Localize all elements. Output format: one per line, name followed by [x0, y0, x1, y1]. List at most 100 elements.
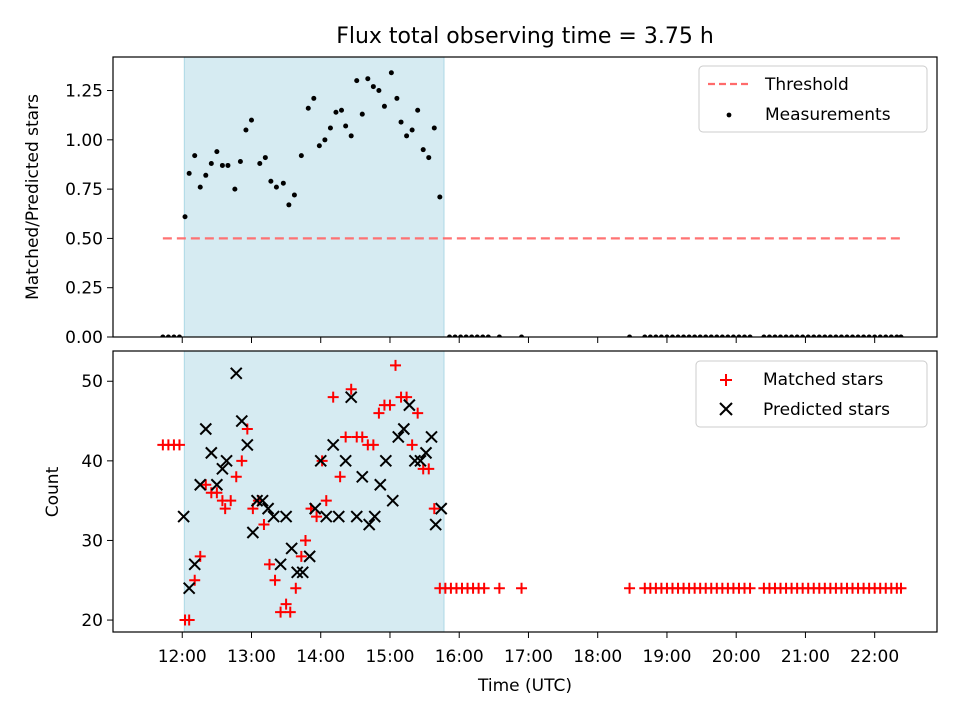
measurement-point: [855, 334, 861, 337]
predicted-star-point: [241, 438, 254, 452]
xtick-label: 16:00: [435, 647, 484, 667]
measurement-point: [898, 334, 904, 337]
top-observing-window: [183, 57, 445, 337]
bottom-ytick-label: 30: [81, 531, 103, 551]
predicted-star-point: [182, 582, 196, 595]
measurement-point: [894, 334, 900, 337]
measurement-point: [359, 111, 365, 117]
predicted-star-point: [220, 454, 233, 468]
xtick-label: 15:00: [365, 647, 414, 667]
measurement-point: [291, 192, 297, 198]
xtick-label: 22:00: [850, 647, 899, 667]
measurement-point: [339, 107, 345, 113]
top-panel: Flux total observing time = 3.75 h Match…: [23, 24, 938, 348]
predicted-star-point: [285, 542, 298, 555]
measurement-point: [816, 334, 822, 337]
predicted-star-point: [296, 566, 309, 579]
matched-star-point: [384, 399, 396, 411]
predicted-star-point: [199, 422, 212, 436]
top-ylabel: Matched/Predicted stars: [23, 94, 43, 300]
measurement-point: [485, 334, 491, 337]
matched-star-point: [183, 614, 195, 626]
measurement-point: [742, 334, 748, 337]
measurement-point: [658, 334, 664, 337]
matched-star-point: [236, 455, 248, 467]
predicted-star-point: [374, 478, 387, 491]
matched-star-point: [230, 471, 242, 483]
xtick-label: 21:00: [781, 647, 830, 667]
predicted-star-point: [308, 502, 322, 515]
matched-star-point: [219, 503, 231, 515]
measurement-point: [237, 159, 243, 165]
measurement-point: [794, 334, 800, 337]
measurement-point: [833, 334, 839, 337]
bottom-panel: Count Time (UTC) 20 30 40 50 12:00 13:00 14:00…: [43, 350, 938, 696]
legend-matched-label: Matched stars: [763, 370, 883, 390]
matched-star-point: [225, 495, 237, 507]
matched-star-point: [478, 582, 490, 594]
predicted-star-point: [332, 510, 345, 523]
measurement-point: [280, 180, 286, 186]
measurement-point: [452, 334, 458, 337]
xtick-label: 14:00: [296, 647, 345, 667]
measurement-point: [232, 186, 238, 192]
predicted-star-point: [235, 414, 249, 428]
top-ytick-label: 0.00: [65, 328, 103, 348]
measurement-point: [381, 103, 387, 109]
matched-star-point: [290, 582, 302, 594]
measurement-point: [850, 334, 856, 337]
xtick-label: 20:00: [712, 647, 761, 667]
measurement-point: [714, 334, 720, 337]
measurement-point: [766, 334, 772, 337]
xtick-label: 12:00: [158, 647, 207, 667]
measurement-point: [273, 184, 279, 190]
measurement-point: [647, 334, 653, 337]
measurement-point: [789, 334, 795, 337]
top-legend: Threshold Measurements: [698, 65, 928, 133]
measurement-point: [248, 117, 254, 123]
measurement-point: [719, 334, 725, 337]
measurement-point: [463, 334, 469, 337]
predicted-stars-series: [177, 367, 448, 595]
top-ytick-label: 0.50: [65, 229, 103, 249]
measurement-point: [437, 194, 443, 200]
legend-predicted-swatch: [719, 402, 733, 416]
measurement-point: [664, 334, 670, 337]
legend-measurements-label: Measurements: [765, 105, 891, 125]
bottom-ylabel: Count: [43, 466, 63, 517]
measurement-point: [730, 334, 736, 337]
legend-matched-swatch: [720, 374, 732, 386]
matched-star-point: [340, 431, 352, 443]
measurement-point: [844, 334, 850, 337]
predicted-star-point: [303, 550, 316, 563]
predicted-star-point: [188, 558, 201, 571]
matched-star-point: [373, 407, 385, 419]
predicted-star-point: [362, 518, 376, 531]
measurement-point: [176, 334, 182, 337]
bottom-plot-area: 20 30 40 50 12:00 13:00 14:00 15:00 16:00 17:00 18…: [81, 350, 938, 667]
measurement-point: [783, 334, 789, 337]
matched-star-point: [263, 558, 275, 570]
measurement-point: [708, 334, 714, 337]
measurement-point: [686, 334, 692, 337]
bottom-marks: [157, 351, 907, 632]
predicted-star-point: [397, 422, 411, 436]
top-ytick-label: 1.00: [65, 131, 103, 151]
measurement-point: [333, 109, 339, 115]
measurement-point: [669, 334, 675, 337]
predicted-star-point: [419, 446, 433, 460]
matched-star-point: [356, 431, 368, 443]
matched-star-point: [624, 582, 636, 594]
predicted-star-point: [246, 526, 260, 539]
measurement-point: [376, 88, 382, 94]
measurement-point: [822, 334, 828, 337]
measurement-point: [404, 133, 410, 139]
measurement-point: [268, 178, 274, 184]
measurement-point: [415, 107, 421, 113]
predicted-star-point: [414, 454, 427, 468]
top-title: Flux total observing time = 3.75 h: [336, 24, 714, 49]
measurement-point: [348, 133, 354, 139]
measurement-point: [697, 334, 703, 337]
measurement-point: [388, 70, 394, 76]
xtick-label: 13:00: [227, 647, 276, 667]
